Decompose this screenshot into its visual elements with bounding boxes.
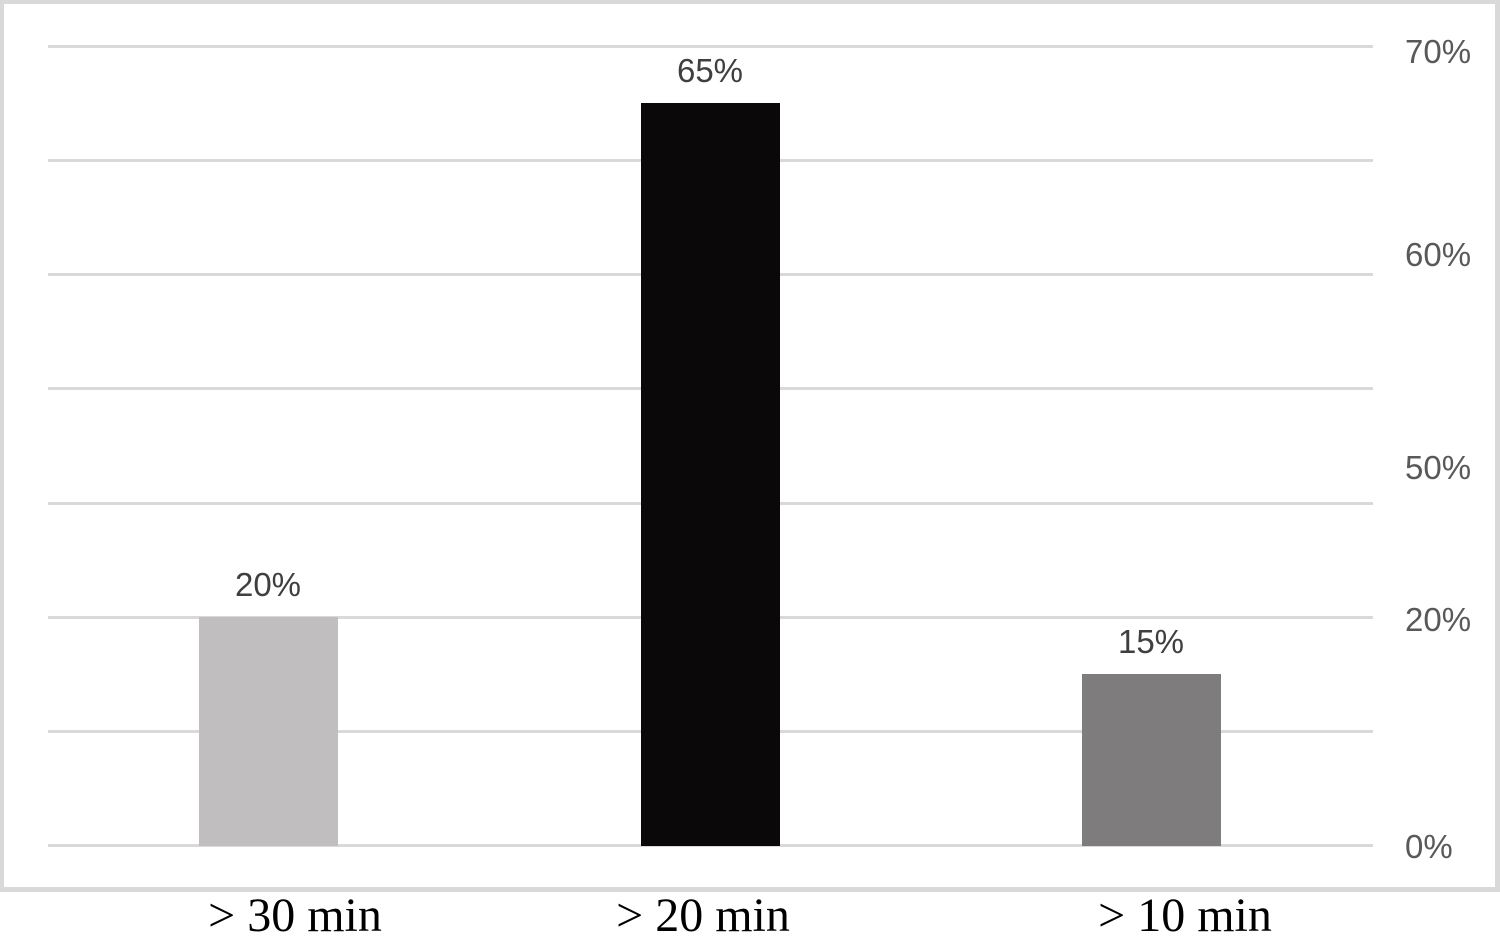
chart-frame [0,0,1500,892]
x-category-label: > 20 min [616,889,790,942]
x-category-label: > 30 min [208,889,382,942]
x-category-label-clipped: > 20 min [608,934,798,942]
y-tick-label: 60% [1405,236,1472,273]
bar-20-min [640,103,780,846]
x-category-label-clipped: > 30 min [200,934,390,942]
data-label: 20% [234,566,302,603]
data-label: 15% [1117,623,1185,660]
x-category-label: > 10 min [1098,889,1272,942]
y-tick-label: 20% [1405,601,1472,638]
y-tick-label: 0% [1405,828,1453,865]
y-tick-label: 70% [1405,33,1472,70]
data-label: 65% [676,52,744,89]
bar-30-min [198,617,338,846]
x-category-label-clipped: > 10 min [1090,934,1280,942]
gridline [48,45,1373,48]
bar-10-min [1081,674,1221,846]
y-tick-label: 50% [1405,449,1472,486]
